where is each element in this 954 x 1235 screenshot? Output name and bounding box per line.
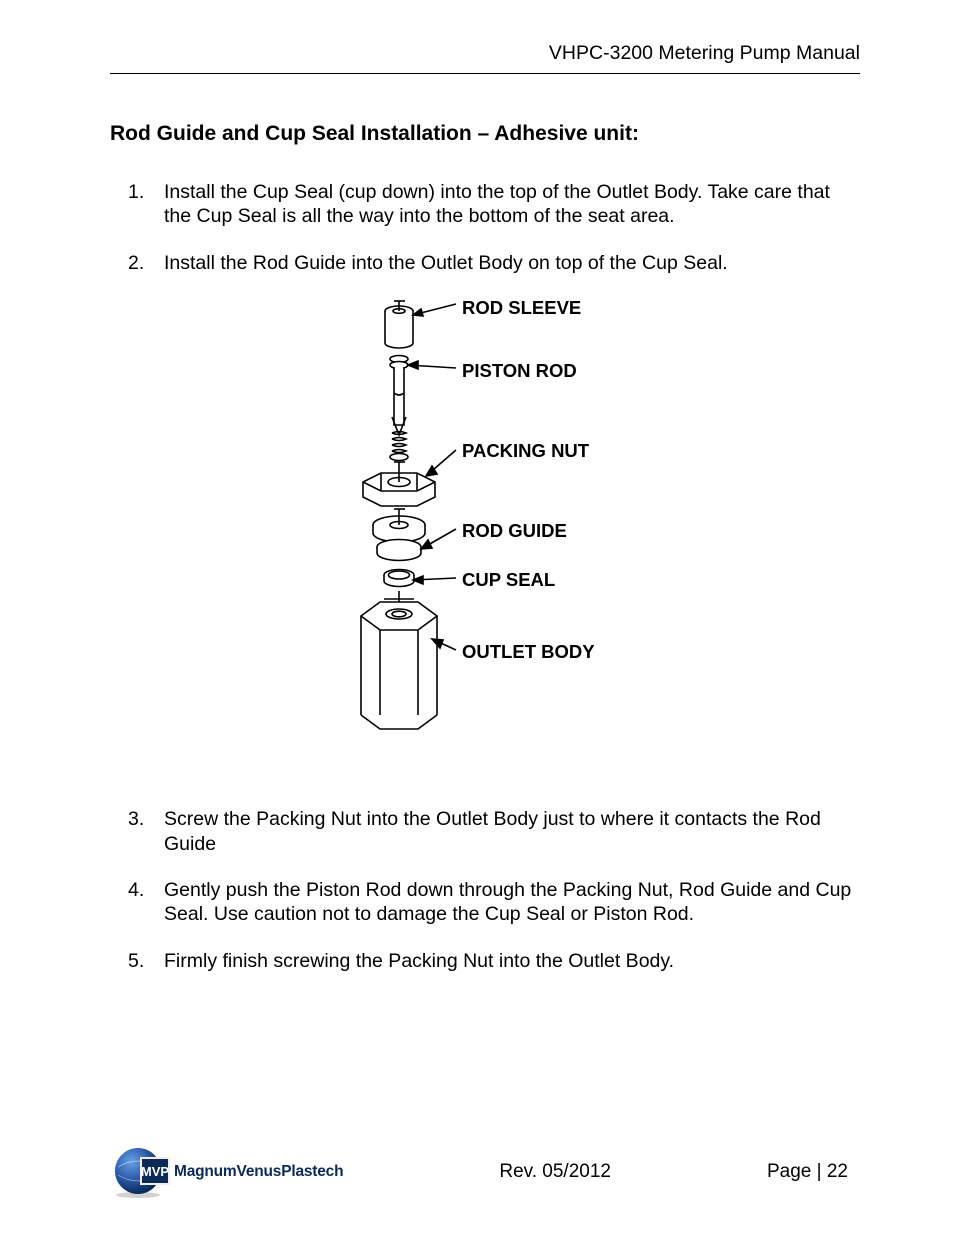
brand-part-1: Magnum xyxy=(174,1163,237,1180)
list-text: Install the Rod Guide into the Outlet Bo… xyxy=(164,251,860,275)
part-piston-rod xyxy=(390,356,408,461)
list-text: Firmly finish screwing the Packing Nut i… xyxy=(164,949,860,973)
diagram-label-cup-seal: CUP SEAL xyxy=(462,569,555,591)
footer-rev: Rev. 05/2012 xyxy=(499,1161,611,1183)
brand-text: MagnumVenusPlastech xyxy=(174,1163,343,1181)
brand-part-2: Venus xyxy=(237,1163,282,1180)
list-num: 5. xyxy=(110,949,164,973)
list-item: 3. Screw the Packing Nut into the Outlet… xyxy=(110,807,860,856)
part-rod-sleeve xyxy=(385,301,413,348)
list-item: 2. Install the Rod Guide into the Outlet… xyxy=(110,251,860,275)
leader-piston-rod xyxy=(408,361,456,369)
globe-icon: MVP xyxy=(110,1145,170,1199)
part-rod-guide xyxy=(373,509,425,561)
footer-page: Page | 22 xyxy=(767,1161,848,1183)
list-item: 4. Gently push the Piston Rod down throu… xyxy=(110,878,860,927)
list-num: 1. xyxy=(110,180,164,229)
list-num: 2. xyxy=(110,251,164,275)
diagram-label-packing-nut: PACKING NUT xyxy=(462,440,589,462)
page-footer: MVP MagnumVenusPlastech Rev. 05/2012 Pag… xyxy=(0,1145,954,1199)
list-num: 4. xyxy=(110,878,164,927)
list-text: Gently push the Piston Rod down through … xyxy=(164,878,860,927)
list-item: 1. Install the Cup Seal (cup down) into … xyxy=(110,180,860,229)
header-title: VHPC-3200 Metering Pump Manual xyxy=(549,42,860,64)
diagram-label-piston-rod: PISTON ROD xyxy=(462,360,577,382)
list-num: 3. xyxy=(110,807,164,856)
logo-text: MVP xyxy=(141,1164,170,1179)
leader-outlet-body xyxy=(432,639,456,650)
part-outlet-body xyxy=(361,591,437,729)
part-packing-nut xyxy=(363,462,435,506)
brand-part-3: Plastech xyxy=(281,1163,343,1180)
leader-cup-seal xyxy=(413,576,456,584)
brand-logo: MVP MagnumVenusPlastech xyxy=(110,1145,343,1199)
leader-rod-guide xyxy=(421,529,456,549)
part-cup-seal xyxy=(384,570,414,587)
exploded-diagram: ROD SLEEVE PISTON ROD PACKING NUT ROD GU… xyxy=(110,297,860,767)
list-text: Install the Cup Seal (cup down) into the… xyxy=(164,180,860,229)
list-item: 5. Firmly finish screwing the Packing Nu… xyxy=(110,949,860,973)
leader-packing-nut xyxy=(426,450,456,476)
list-text: Screw the Packing Nut into the Outlet Bo… xyxy=(164,807,860,856)
diagram-label-rod-guide: ROD GUIDE xyxy=(462,520,567,542)
diagram-label-outlet-body: OUTLET BODY xyxy=(462,641,595,663)
section-title: Rod Guide and Cup Seal Installation – Ad… xyxy=(110,122,860,146)
page-header: VHPC-3200 Metering Pump Manual xyxy=(110,42,860,74)
leader-rod-sleeve xyxy=(413,304,456,316)
diagram-label-rod-sleeve: ROD SLEEVE xyxy=(462,297,581,319)
